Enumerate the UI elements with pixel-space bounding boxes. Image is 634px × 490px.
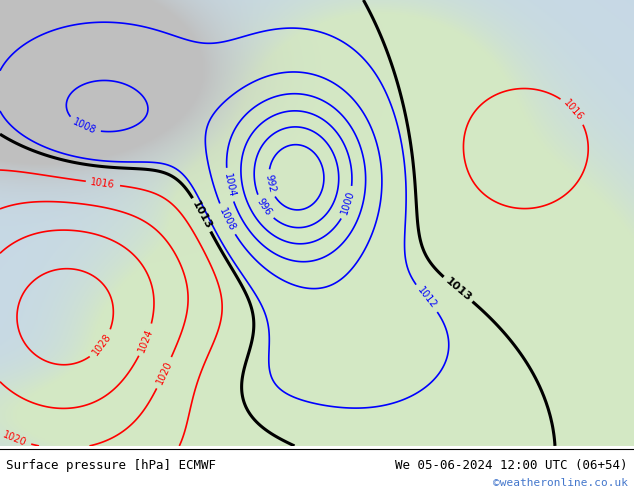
- Text: 1000: 1000: [340, 190, 357, 216]
- Text: 1008: 1008: [217, 206, 236, 232]
- Text: 1013: 1013: [443, 275, 473, 303]
- Text: We 05-06-2024 12:00 UTC (06+54): We 05-06-2024 12:00 UTC (06+54): [395, 459, 628, 472]
- Text: ©weatheronline.co.uk: ©weatheronline.co.uk: [493, 478, 628, 488]
- Text: 1024: 1024: [137, 327, 155, 353]
- Text: 1008: 1008: [71, 117, 98, 136]
- Text: 1028: 1028: [91, 332, 113, 357]
- Text: 1016: 1016: [90, 177, 115, 190]
- Text: 1020: 1020: [155, 360, 174, 386]
- Text: Surface pressure [hPa] ECMWF: Surface pressure [hPa] ECMWF: [6, 459, 216, 472]
- Text: 1013: 1013: [190, 199, 214, 231]
- Text: 1020: 1020: [1, 429, 28, 448]
- Text: 1012: 1012: [415, 286, 438, 311]
- Text: 1016: 1016: [562, 98, 585, 123]
- Text: 1004: 1004: [221, 172, 236, 198]
- Text: 992: 992: [263, 173, 276, 194]
- Text: 996: 996: [255, 197, 274, 218]
